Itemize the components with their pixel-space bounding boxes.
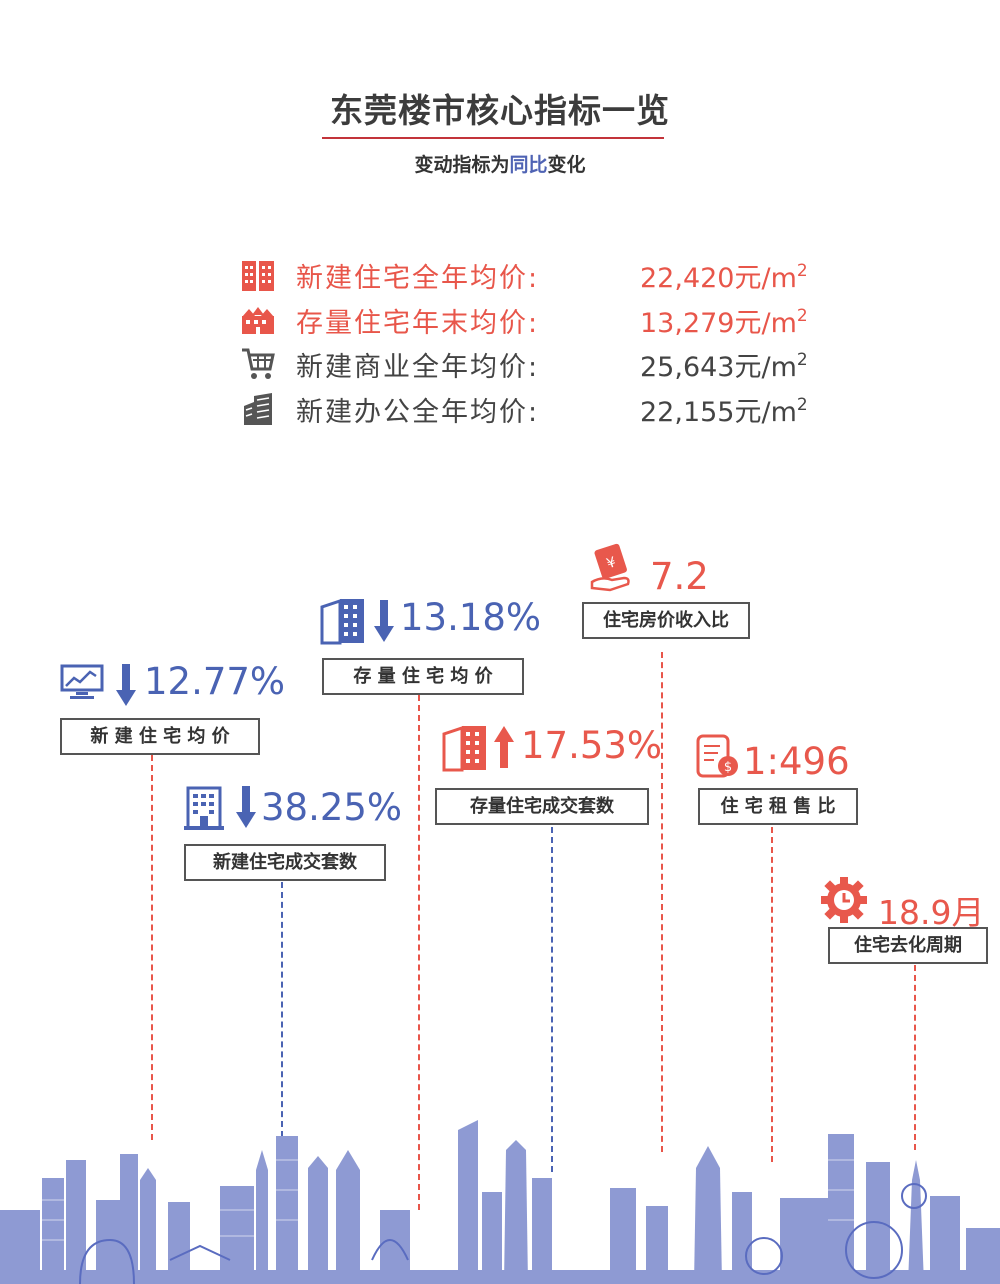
stat-value: 38.25% bbox=[261, 786, 403, 829]
stat-value: 17.53% bbox=[521, 724, 663, 767]
stat-label-box: 存量住宅成交套数 bbox=[435, 788, 649, 825]
price-value: 22,420元/m2 bbox=[640, 256, 808, 295]
price-number: 13,279元/m bbox=[640, 308, 797, 339]
city-skyline-illustration bbox=[0, 1120, 1000, 1284]
stat-value: 7.2 bbox=[650, 555, 709, 598]
price-row-new-residential: 新建住宅全年均价: 22,420元/m2 bbox=[240, 256, 840, 296]
connector-line bbox=[418, 695, 420, 1210]
clock-gear-icon bbox=[821, 877, 867, 923]
price-row-new-office: 新建办公全年均价: 22,155元/m2 bbox=[240, 390, 840, 430]
stat-label-box: 住宅房价收入比 bbox=[582, 602, 750, 639]
shopping-cart-icon bbox=[242, 348, 275, 379]
arrow-down-icon bbox=[116, 664, 136, 706]
stat-value: 18.9月 bbox=[878, 893, 985, 932]
house-row-icon bbox=[242, 307, 274, 334]
trend-chart-icon bbox=[60, 664, 104, 699]
stat-label-box: 住宅去化周期 bbox=[828, 927, 988, 964]
price-value: 25,643元/m2 bbox=[640, 345, 808, 384]
arrow-up-icon bbox=[494, 726, 514, 768]
price-value: 13,279元/m2 bbox=[640, 301, 808, 340]
residential-building-icon bbox=[242, 261, 274, 291]
page-title: 东莞楼市核心指标一览 bbox=[330, 91, 670, 130]
connector-line bbox=[281, 882, 283, 1137]
price-label: 新建办公全年均价: bbox=[296, 397, 540, 428]
price-unit-sup: 2 bbox=[796, 395, 808, 415]
price-unit-sup: 2 bbox=[796, 306, 808, 326]
stat-value: 13.18% bbox=[400, 596, 542, 639]
page-subtitle: 变动指标为同比变化 bbox=[0, 150, 1000, 177]
connector-line bbox=[771, 827, 773, 1162]
connector-line bbox=[914, 965, 916, 1150]
stat-label-box: 新 建 住 宅 均 价 bbox=[60, 718, 260, 755]
connector-line bbox=[151, 755, 153, 1140]
apartment-icon bbox=[184, 786, 224, 830]
price-number: 22,420元/m bbox=[640, 263, 797, 294]
price-number: 22,155元/m bbox=[640, 397, 797, 428]
price-number: 25,643元/m bbox=[640, 352, 797, 383]
price-unit-sup: 2 bbox=[796, 261, 808, 281]
connector-line bbox=[551, 827, 553, 1172]
contract-icon: $ bbox=[696, 734, 738, 778]
subtitle-post: 变化 bbox=[547, 154, 586, 176]
stat-label-box: 存 量 住 宅 均 价 bbox=[322, 658, 524, 695]
arrow-down-icon bbox=[374, 600, 394, 642]
price-row-stock-residential: 存量住宅年末均价: 13,279元/m2 bbox=[240, 301, 840, 341]
buildings-icon bbox=[320, 598, 364, 645]
price-row-new-commercial: 新建商业全年均价: 25,643元/m2 bbox=[240, 345, 840, 385]
stat-value: 12.77% bbox=[144, 660, 286, 703]
stat-label-box: 住 宅 租 售 比 bbox=[698, 788, 858, 825]
price-label: 存量住宅年末均价: bbox=[296, 308, 540, 339]
subtitle-highlight: 同比 bbox=[509, 154, 548, 176]
stat-value: 1:496 bbox=[743, 740, 850, 783]
price-value: 22,155元/m2 bbox=[640, 390, 808, 429]
title-underline bbox=[322, 137, 664, 139]
price-label: 新建住宅全年均价: bbox=[296, 263, 540, 294]
subtitle-pre: 变动指标为 bbox=[414, 154, 510, 176]
stat-label-box: 新建住宅成交套数 bbox=[184, 844, 386, 881]
price-unit-sup: 2 bbox=[796, 350, 808, 370]
buildings-icon bbox=[442, 725, 486, 772]
arrow-down-icon bbox=[236, 786, 256, 828]
price-label: 新建商业全年均价: bbox=[296, 352, 540, 383]
money-hand-icon: ¥ bbox=[590, 543, 630, 592]
connector-line bbox=[661, 652, 663, 1152]
office-building-icon bbox=[244, 393, 272, 425]
svg-text:$: $ bbox=[724, 760, 732, 775]
